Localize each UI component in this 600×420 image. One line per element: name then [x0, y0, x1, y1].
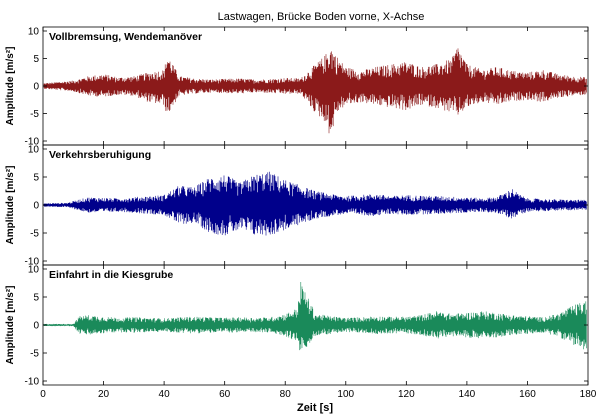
y-tick-label: -10: [25, 137, 40, 148]
x-tick-label: 20: [98, 389, 110, 400]
y-tick-label: 5: [33, 54, 39, 65]
y-tick-label: 0: [33, 201, 39, 212]
y-tick-label: 10: [28, 27, 40, 38]
y-axis-label: Amplitude [m/s²]: [5, 47, 16, 126]
x-axis-label: Zeit [s]: [297, 402, 333, 414]
y-tick-label: -10: [25, 257, 40, 268]
panel-label: Verkehrsberuhigung: [49, 149, 151, 161]
y-tick-label: 5: [33, 293, 39, 304]
y-tick-label: -5: [30, 229, 39, 240]
y-tick-label: -5: [30, 109, 39, 120]
x-tick-label: 40: [159, 389, 171, 400]
x-tick-label: 120: [398, 389, 415, 400]
x-tick-label: 60: [219, 389, 231, 400]
panel-1: 10 5 0 -5 -10 Verkehrsberuhigung Amplitude [m/…: [5, 145, 589, 268]
y-axis-label: Amplitude [m/s²]: [5, 286, 16, 365]
panel-2: 10 5 0 -5 -10 Einfahrt in die Kiesgrube Amplit…: [5, 265, 589, 388]
y-tick-label: 5: [33, 173, 39, 184]
x-tick-label: 180: [580, 389, 597, 400]
panel-label: Einfahrt in die Kiesgrube: [49, 269, 173, 281]
chart-title: Lastwagen, Brücke Boden vorne, X-Achse: [218, 11, 425, 23]
y-tick-label: -5: [30, 349, 39, 360]
y-tick-label: 0: [33, 321, 39, 332]
panel-0: 10 5 0 -5 -10 Vollbremsung, Wendemanöver Ampli…: [5, 27, 589, 148]
y-tick-label: 10: [28, 145, 40, 156]
x-tick-label: 100: [337, 389, 354, 400]
signal-trace: [43, 48, 587, 134]
signal-trace: [43, 171, 587, 236]
y-axis-label: Amplitude [m/s²]: [5, 166, 16, 245]
y-tick-label: -10: [25, 377, 40, 388]
x-tick-label: 140: [459, 389, 476, 400]
x-axis-ticks: 0 20 40 60 80 100 120 140 160 180: [40, 389, 597, 400]
panel-label: Vollbremsung, Wendemanöver: [49, 31, 202, 43]
y-tick-label: 0: [33, 82, 39, 93]
x-tick-label: 80: [280, 389, 292, 400]
signal-trace: [43, 282, 587, 351]
y-tick-label: 10: [28, 265, 40, 276]
x-tick-label: 0: [40, 389, 46, 400]
x-tick-label: 160: [519, 389, 536, 400]
